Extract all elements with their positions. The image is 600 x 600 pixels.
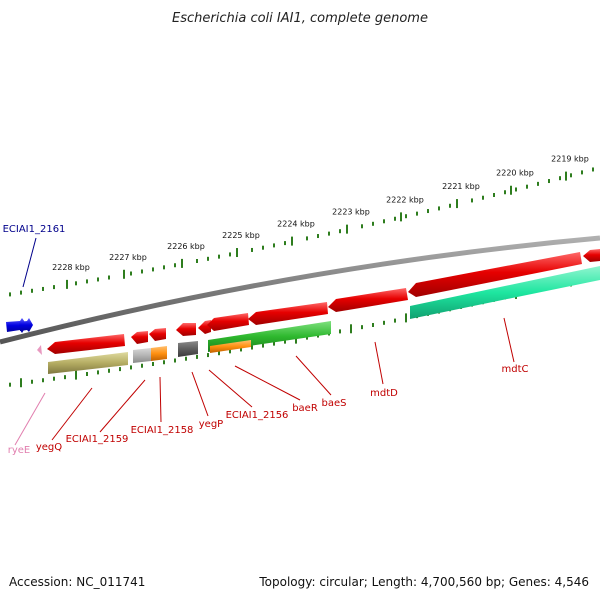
gene-feature[interactable]: [176, 323, 196, 336]
scale-tick-labels: 2219 kbp 2220 kbp 2221 kbp 2222 kbp 2223 kbp…: [52, 155, 589, 272]
tick-label: 2226 kbp: [167, 242, 205, 251]
gene-label[interactable]: mdtD: [370, 388, 398, 399]
gene-feature[interactable]: [210, 340, 251, 353]
gene-feature[interactable]: [133, 348, 151, 363]
leader-line: [295, 355, 332, 396]
gene-label[interactable]: baeR: [292, 403, 318, 414]
gene-labels: ECIAI1_2161 ryeE yegQ ECIAI1_2159 ECIAI1…: [3, 224, 529, 456]
tick-label: 2227 kbp: [109, 253, 147, 262]
gene-feature[interactable]: [131, 331, 148, 344]
gene-feature[interactable]: [328, 288, 408, 312]
gene-feature[interactable]: [47, 334, 125, 354]
label-leaders: [14, 237, 515, 446]
gene-feature[interactable]: [48, 352, 128, 374]
gene-label[interactable]: ECIAI1_2158: [131, 425, 194, 436]
tick-label: 2220 kbp: [496, 169, 534, 178]
feature-track: [48, 266, 600, 374]
leader-line: [208, 369, 253, 408]
gene-feature[interactable]: [583, 249, 600, 262]
tick-label: 2224 kbp: [277, 220, 315, 229]
tick-label: 2225 kbp: [222, 231, 260, 240]
gene-label[interactable]: yegP: [199, 419, 223, 430]
reverse-strand-genes: [37, 249, 600, 355]
leader-line: [234, 365, 301, 401]
genome-backbone: [0, 235, 600, 345]
gene-feature[interactable]: [19, 318, 33, 332]
gene-feature[interactable]: [410, 266, 600, 319]
gene-label[interactable]: ECIAI1_2161: [3, 224, 66, 235]
map-title: Escherichia coli IAI1, complete genome: [172, 11, 428, 26]
tick-label: 2221 kbp: [442, 182, 480, 191]
leader-line: [159, 376, 162, 423]
leader-line: [99, 379, 146, 433]
gene-label[interactable]: yegQ: [36, 442, 62, 453]
tick-label: 2222 kbp: [386, 195, 424, 204]
gene-label[interactable]: ECIAI1_2159: [66, 434, 129, 445]
accession-info: Accession: NC_011741: [9, 575, 146, 589]
gene-label[interactable]: ryeE: [8, 445, 31, 456]
leader-line: [14, 392, 46, 446]
scale-ticks-upper: [9, 167, 594, 297]
topology-info: Topology: circular; Length: 4,700,560 bp…: [259, 575, 589, 589]
leader-line: [22, 237, 37, 288]
gene-feature[interactable]: [149, 328, 166, 341]
leader-line: [503, 317, 515, 363]
gene-feature[interactable]: [408, 252, 582, 297]
forward-strand-genes: [6, 318, 33, 333]
gene-feature[interactable]: [207, 313, 249, 331]
gene-label[interactable]: baeS: [322, 398, 347, 409]
leader-line: [374, 341, 384, 385]
gene-label[interactable]: mdtC: [502, 364, 529, 375]
tick-label: 2228 kbp: [52, 263, 90, 272]
gene-feature[interactable]: [178, 341, 198, 357]
leader-line: [51, 387, 93, 441]
tick-label: 2223 kbp: [332, 208, 370, 217]
gene-feature[interactable]: [37, 345, 42, 355]
gene-feature[interactable]: [151, 346, 167, 361]
gene-label[interactable]: ECIAI1_2156: [226, 410, 289, 421]
tick-label: 2219 kbp: [551, 155, 589, 164]
gene-feature[interactable]: [198, 320, 211, 334]
leader-line: [191, 371, 209, 417]
gene-feature[interactable]: [248, 302, 328, 325]
